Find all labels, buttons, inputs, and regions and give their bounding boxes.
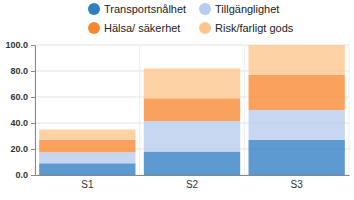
legend-swatch	[199, 22, 211, 34]
y-tick-mark	[31, 71, 35, 72]
legend: Transportsnålhet Tillgänglighet Hälsa/ säk…	[88, 3, 294, 34]
y-tick-label: 0.0	[15, 170, 28, 180]
grid	[35, 45, 349, 175]
y-tick-label: 40.0	[10, 118, 28, 128]
y-tick: 100.0	[5, 40, 35, 50]
x-axis: S1 S2 S3	[36, 175, 350, 190]
bar-segment	[249, 45, 345, 75]
bar-segment	[144, 98, 240, 121]
y-tick: 20.0	[10, 144, 35, 154]
y-tick-mark	[31, 149, 35, 150]
legend-item: Transportsnålhet	[88, 3, 186, 15]
chart: 0.0 20.0 40.0 60.0 80.0 100.0 S1 S2 S3 Transports…	[0, 0, 354, 200]
y-tick: 60.0	[10, 92, 35, 102]
grid-line-vertical	[139, 45, 140, 175]
legend-swatch	[88, 3, 100, 15]
y-tick-label: 60.0	[10, 92, 28, 102]
y-tick-mark	[31, 123, 35, 124]
grid-line-vertical	[244, 45, 245, 175]
x-tick-label: S1	[81, 179, 94, 190]
y-axis: 0.0 20.0 40.0 60.0 80.0 100.0	[5, 40, 35, 180]
x-tick-label: S3	[291, 179, 304, 190]
x-tick: S1	[81, 175, 94, 190]
bar-segment	[39, 163, 135, 175]
legend-item: Risk/farligt gods	[199, 22, 294, 34]
grid-line-vertical	[349, 45, 350, 175]
legend-label: Transportsnålhet	[104, 3, 186, 15]
y-axis-line	[31, 46, 36, 176]
x-tick: S2	[186, 175, 199, 190]
bar-segment	[249, 110, 345, 140]
legend-label: Hälsa/ säkerhet	[104, 22, 180, 34]
bar-segment	[144, 121, 240, 152]
y-tick-label: 80.0	[10, 66, 28, 76]
y-tick-mark	[31, 97, 35, 98]
legend-item: Tillgänglighet	[199, 3, 279, 15]
x-tick: S3	[291, 175, 304, 190]
legend-swatch	[199, 3, 211, 15]
series	[39, 45, 345, 140]
bar-segment	[144, 68, 240, 98]
legend-swatch	[88, 22, 100, 34]
bar-segment	[249, 140, 345, 175]
legend-label: Tillgänglighet	[215, 3, 279, 15]
x-tick-label: S2	[186, 179, 199, 190]
bars	[39, 45, 345, 175]
y-tick: 0.0	[15, 170, 35, 180]
x-axis-line	[36, 175, 350, 176]
y-tick-label: 100.0	[5, 40, 28, 50]
y-tick-mark	[31, 175, 35, 176]
bar-segment	[39, 130, 135, 140]
y-tick: 80.0	[10, 66, 35, 76]
y-tick-mark	[31, 45, 35, 46]
bar-segment	[249, 75, 345, 110]
legend-label: Risk/farligt gods	[215, 22, 294, 34]
bar-segment	[39, 140, 135, 152]
bar-segment	[39, 152, 135, 163]
bar-segment	[144, 152, 240, 175]
y-tick-label: 20.0	[10, 144, 28, 154]
legend-item: Hälsa/ säkerhet	[88, 22, 180, 34]
y-tick: 40.0	[10, 118, 35, 128]
